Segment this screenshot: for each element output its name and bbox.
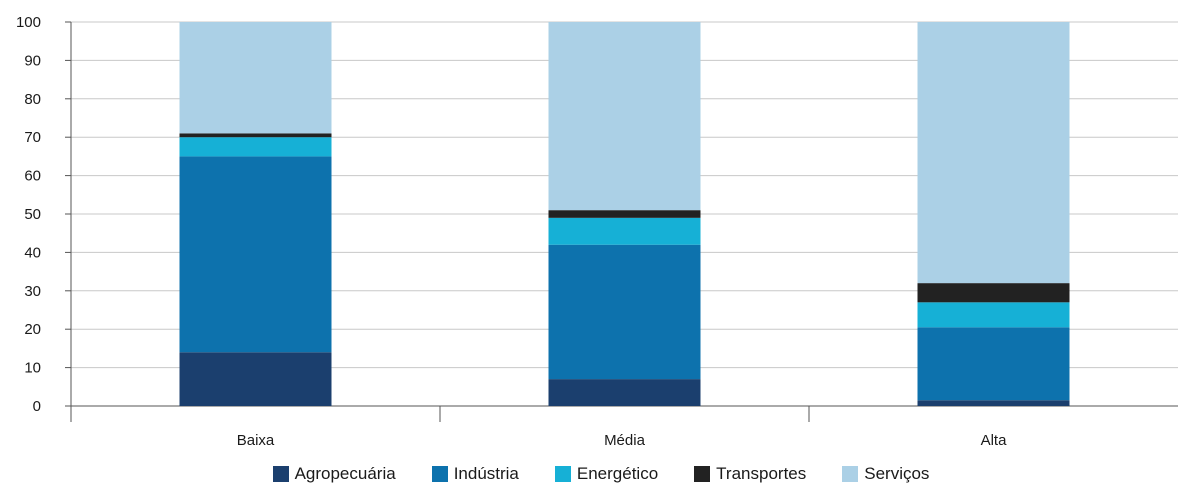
legend-item: Agropecuária <box>272 464 396 483</box>
bar-segment <box>179 22 332 134</box>
bar-segment <box>917 283 1070 303</box>
y-tick-label: 50 <box>24 206 41 223</box>
legend-swatch <box>554 466 571 482</box>
legend-swatch <box>272 466 289 482</box>
x-category-label: Alta <box>981 432 1008 449</box>
legend-item: Energético <box>554 464 659 483</box>
y-tick-label: 80 <box>24 91 41 108</box>
bar-segment <box>179 137 332 157</box>
legend-item: Serviços <box>842 464 930 483</box>
bar-segment <box>179 133 332 138</box>
bar-segment <box>179 352 332 406</box>
bar-segment <box>548 379 701 406</box>
legend-item: Indústria <box>431 464 519 483</box>
y-tick-label: 40 <box>24 244 41 261</box>
y-tick-label: 30 <box>24 283 41 300</box>
bar-segment <box>917 327 1070 401</box>
x-category-label: Baixa <box>237 432 275 449</box>
y-tick-label: 60 <box>24 168 41 185</box>
legend-item: Transportes <box>694 464 807 483</box>
legend-label: Serviços <box>864 464 930 483</box>
legend-swatch <box>842 466 859 482</box>
legend-label: Transportes <box>716 464 807 483</box>
legend-swatch <box>694 466 711 482</box>
y-tick-label: 70 <box>24 129 41 146</box>
bar-segment <box>548 210 701 218</box>
bar-segment <box>917 22 1070 284</box>
y-tick-label: 20 <box>24 321 41 338</box>
legend-label: Agropecuária <box>294 464 396 483</box>
bar-segment <box>548 244 701 380</box>
bar-segment <box>917 302 1070 328</box>
bar-segment <box>548 22 701 211</box>
legend-label: Energético <box>576 464 659 483</box>
bar-segment <box>917 400 1070 406</box>
chart-plot-area: 0 10 20 30 40 50 60 70 80 90 100 Baixa Média Alta <box>16 14 1178 449</box>
x-category-label: Média <box>604 432 646 449</box>
bar-segment <box>548 217 701 245</box>
y-tick-label: 0 <box>33 398 41 415</box>
chart-legend: Agropecuária Indústria Energético Transport… <box>0 464 1202 483</box>
y-tick-label: 100 <box>16 14 41 31</box>
y-tick-label: 90 <box>24 52 41 69</box>
legend-label: Indústria <box>453 464 519 483</box>
bar-segment <box>179 156 332 353</box>
y-tick-label: 10 <box>24 360 41 377</box>
legend-swatch <box>431 466 448 482</box>
